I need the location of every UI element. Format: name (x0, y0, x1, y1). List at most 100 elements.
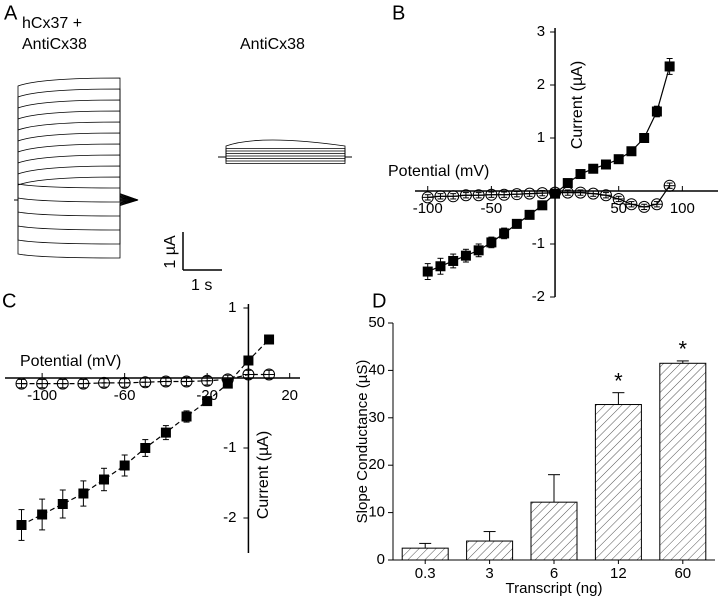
trace (14, 199, 139, 259)
trace-label: hCx37 + (22, 15, 82, 32)
bar (594, 404, 642, 561)
y-tick-label: 30 (368, 409, 385, 426)
marker (119, 460, 130, 471)
trace (218, 156, 352, 159)
trace (218, 156, 352, 162)
trace (218, 150, 352, 158)
marker (664, 61, 675, 72)
trace (14, 154, 139, 201)
series-line (427, 185, 671, 208)
marker (243, 355, 254, 366)
y-axis-title: Current (µA) (569, 61, 586, 149)
trace (14, 197, 139, 203)
marker (202, 396, 213, 407)
marker (524, 209, 535, 220)
marker (140, 443, 151, 453)
bar (530, 501, 578, 561)
marker (588, 163, 599, 174)
panel-label: D (372, 290, 386, 312)
trace (14, 183, 139, 203)
y-tick-label: 1 (537, 129, 545, 146)
marker (264, 334, 275, 345)
trace-label: AntiCx38 (22, 36, 87, 53)
y-tick-label: -1 (532, 235, 545, 252)
marker (651, 106, 662, 117)
y-tick-label: 50 (368, 314, 385, 331)
bar (401, 547, 449, 561)
trace (14, 121, 139, 201)
marker (57, 499, 68, 509)
marker (99, 474, 110, 485)
y-tick-label: -1 (223, 439, 236, 456)
marker (626, 146, 637, 157)
trace (218, 155, 352, 158)
marker (499, 228, 510, 239)
bar (659, 362, 707, 561)
panel-label: C (2, 290, 16, 312)
trace (14, 88, 139, 201)
trace (218, 153, 352, 158)
marker (460, 250, 471, 261)
y-tick-label: 40 (368, 361, 385, 378)
y-tick-label: 0 (377, 551, 385, 568)
trace (14, 99, 139, 201)
current-traces (14, 77, 352, 259)
marker (16, 520, 27, 530)
y-tick-label: -2 (532, 288, 545, 305)
x-tick-label: 0.3 (415, 565, 436, 582)
x-tick-label: -60 (114, 387, 136, 404)
marker (600, 159, 611, 170)
significance-mark: * (614, 368, 623, 393)
x-tick-label: 100 (670, 200, 695, 217)
trace (14, 110, 139, 201)
y-tick-label: 20 (368, 456, 385, 473)
marker (537, 200, 548, 211)
x-axis-title: Potential (mV) (20, 353, 121, 370)
y-axis-title: Current (µA) (255, 431, 272, 519)
trace (218, 139, 352, 158)
marker (575, 169, 586, 180)
x-tick-label: -20 (196, 387, 218, 404)
marker (613, 154, 624, 165)
marker (448, 255, 459, 266)
y-tick-label: 2 (537, 76, 545, 93)
marker (160, 427, 171, 438)
trace (14, 77, 139, 201)
trace (14, 199, 139, 245)
significance-mark: * (679, 337, 688, 362)
bar (466, 540, 514, 561)
trace (14, 143, 139, 201)
y-tick-label: 10 (368, 504, 385, 521)
x-axis-title: Transcript (ng) (506, 580, 603, 597)
trace (14, 176, 139, 202)
x-axis-title: Potential (mV) (388, 163, 489, 180)
panel-label: A (4, 2, 18, 24)
y-tick-label: 3 (537, 23, 545, 40)
panel-label: B (392, 2, 405, 24)
marker (37, 509, 48, 520)
marker (562, 178, 573, 189)
trace (218, 156, 352, 164)
marker (486, 237, 497, 248)
trace (14, 132, 139, 201)
x-tick-label: 6 (550, 565, 558, 582)
x-tick-label: 3 (485, 565, 493, 582)
x-tick-label: 60 (674, 565, 691, 582)
x-tick-label: 50 (610, 200, 627, 217)
marker (639, 133, 650, 143)
trace (218, 148, 352, 158)
marker (422, 266, 433, 277)
x-tick-label: -50 (481, 200, 503, 217)
scale-label: 1 µA (162, 235, 179, 269)
y-tick-label: 1 (228, 299, 236, 316)
x-tick-label: 20 (281, 387, 298, 404)
x-tick-label: -100 (27, 387, 57, 404)
scale-label: 1 s (191, 277, 212, 294)
marker (473, 245, 484, 256)
trace (14, 199, 139, 217)
y-tick-label: -2 (223, 509, 236, 526)
marker (511, 218, 522, 229)
y-axis-title: Slope Conductance (µS) (354, 360, 371, 524)
x-tick-label: 12 (610, 565, 627, 582)
